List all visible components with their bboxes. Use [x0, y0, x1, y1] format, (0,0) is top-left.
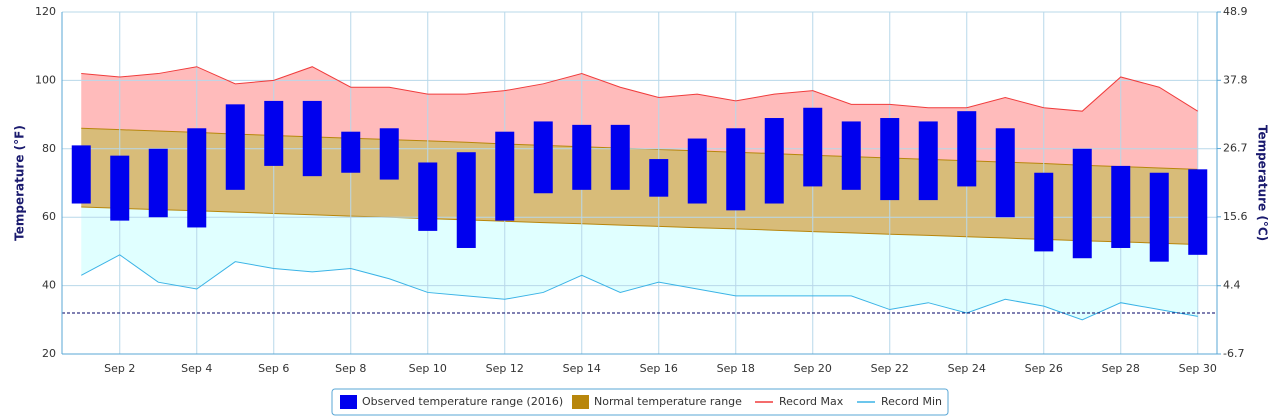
legend-box: [331, 388, 949, 416]
y-axis-title: Temperature (°F): [13, 125, 27, 241]
y2-tick-label: -6.7: [1223, 347, 1244, 360]
x-tick-label: Sep 14: [563, 362, 601, 375]
observed-bar: [610, 124, 630, 190]
y2-tick-label: 26.7: [1223, 142, 1248, 155]
legend-label[interactable]: Observed temperature range (2016): [362, 395, 563, 408]
observed-bar: [379, 128, 399, 180]
observed-bar: [225, 104, 245, 190]
y-tick-label: 120: [35, 5, 56, 18]
x-tick-label: Sep 2: [104, 362, 135, 375]
y2-tick-label: 37.8: [1223, 73, 1248, 86]
observed-bar: [764, 118, 784, 204]
y-tick-label: 60: [42, 210, 56, 223]
x-tick-label: Sep 30: [1179, 362, 1217, 375]
observed-bar: [187, 128, 207, 228]
record-line: [81, 254, 1198, 321]
observed-bar: [687, 138, 707, 204]
observed-bar: [649, 159, 669, 197]
legend-label[interactable]: Record Max: [779, 395, 844, 408]
observed-bar: [1188, 169, 1208, 255]
legend-label[interactable]: Record Min: [881, 395, 942, 408]
x-tick-label: Sep 28: [1102, 362, 1140, 375]
x-tick-label: Sep 22: [871, 362, 909, 375]
legend-label[interactable]: Normal temperature range: [594, 395, 742, 408]
y-tick-label: 20: [42, 347, 56, 360]
y-tick-label: 80: [42, 142, 56, 155]
x-tick-label: Sep 6: [258, 362, 289, 375]
y-tick-label: 40: [42, 279, 56, 292]
x-tick-label: Sep 8: [335, 362, 366, 375]
observed-bar: [456, 152, 476, 248]
legend-swatch[interactable]: [572, 395, 589, 409]
normal-range-area: [81, 128, 1198, 245]
observed-bar: [1034, 172, 1054, 252]
observed-bar: [957, 111, 977, 187]
x-tick-label: Sep 24: [948, 362, 986, 375]
observed-bar: [110, 155, 130, 221]
observed-bar: [341, 131, 361, 173]
observed-bar: [264, 100, 284, 166]
observed-bar: [1111, 165, 1131, 248]
observed-bar: [995, 128, 1015, 218]
observed-bar: [418, 162, 438, 231]
record-max-area: [81, 66, 1198, 170]
observed-bar: [726, 128, 746, 211]
observed-bar: [533, 121, 553, 194]
observed-bar: [1072, 148, 1092, 259]
observed-bar: [495, 131, 515, 221]
y2-axis-title: Temperature (°C): [1256, 125, 1270, 241]
x-tick-label: Sep 10: [409, 362, 447, 375]
x-tick-label: Sep 18: [717, 362, 755, 375]
observed-bar: [148, 148, 168, 218]
legend-swatch[interactable]: [340, 395, 357, 409]
y-tick-label: 100: [35, 73, 56, 86]
x-tick-label: Sep 12: [486, 362, 524, 375]
x-tick-label: Sep 20: [794, 362, 832, 375]
observed-bar: [918, 121, 938, 201]
record-line: [81, 66, 1199, 112]
observed-bar: [803, 107, 823, 187]
x-tick-label: Sep 16: [640, 362, 678, 375]
y2-tick-label: 15.6: [1223, 210, 1248, 223]
observed-bar: [841, 121, 861, 190]
observed-bar: [302, 100, 322, 177]
x-tick-label: Sep 4: [181, 362, 212, 375]
y2-tick-label: 48.9: [1223, 5, 1248, 18]
x-tick-label: Sep 26: [1025, 362, 1063, 375]
y2-tick-label: 4.4: [1223, 279, 1241, 292]
observed-bar: [880, 118, 900, 201]
observed-bar: [71, 145, 91, 204]
normal-low-line: [81, 206, 1198, 246]
observed-bar: [1149, 172, 1169, 262]
observed-bar: [572, 124, 592, 190]
